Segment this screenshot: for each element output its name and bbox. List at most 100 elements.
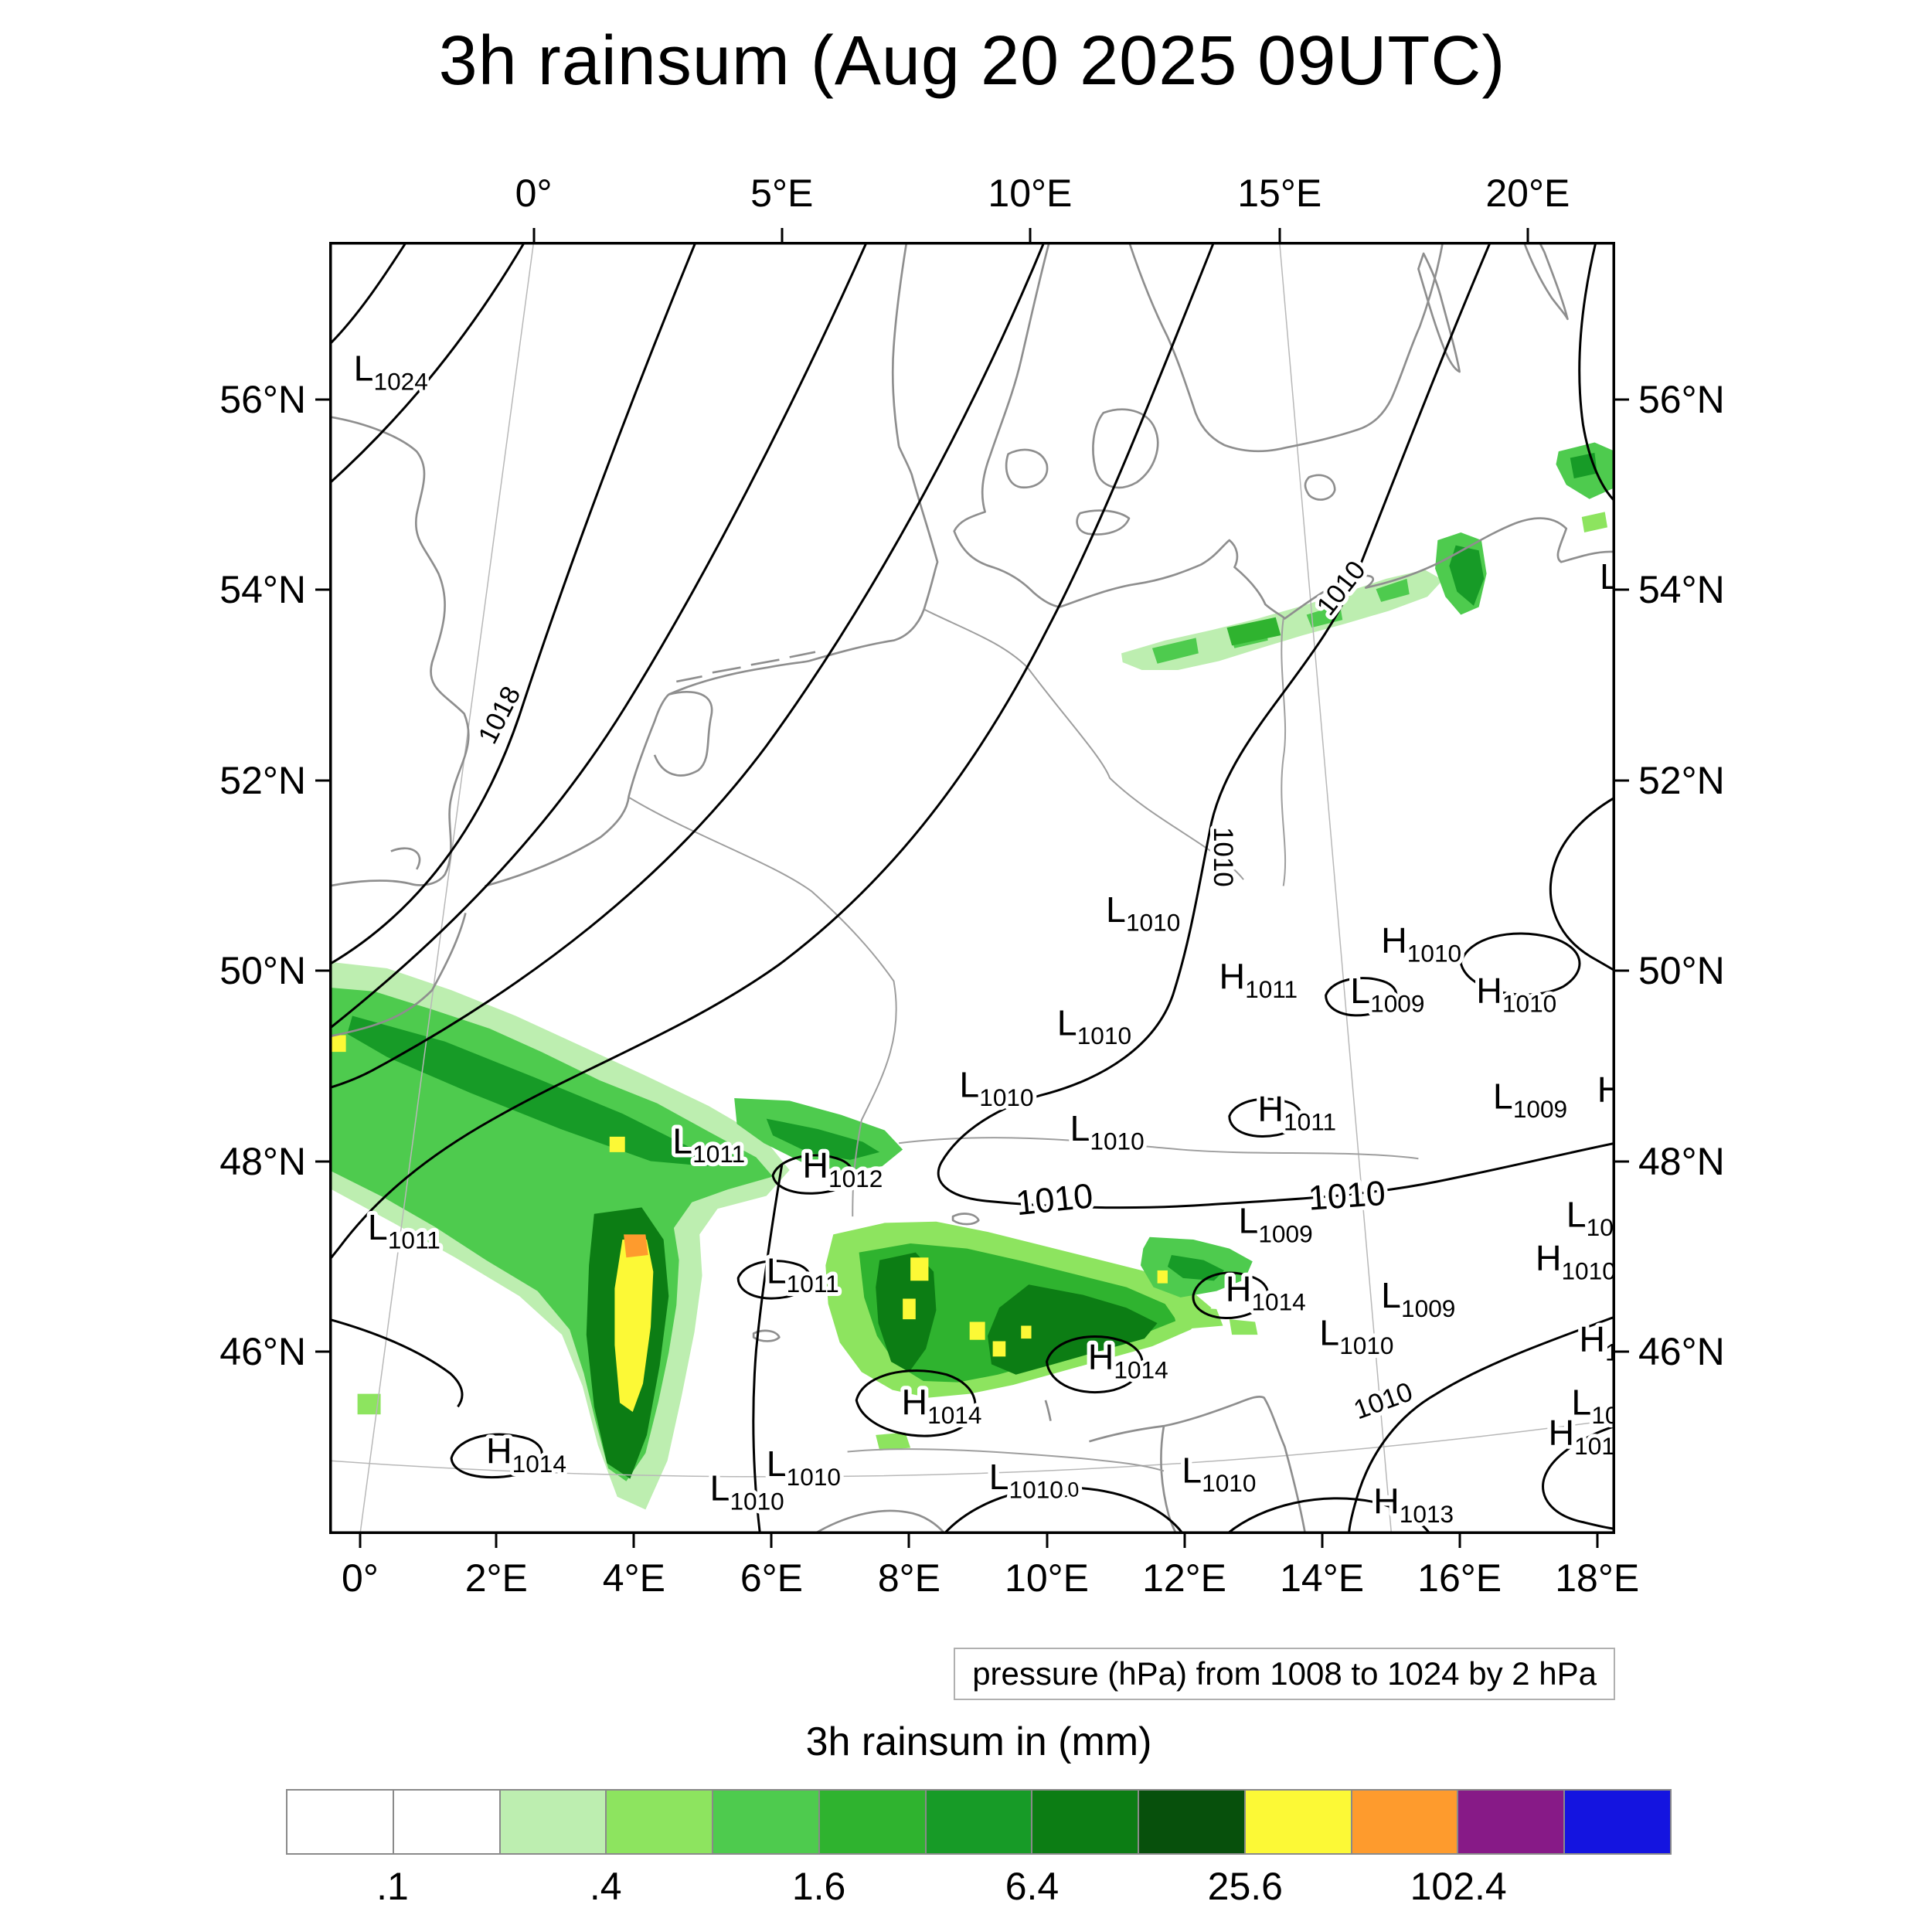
colorbar-segment	[1352, 1791, 1459, 1853]
river	[899, 1137, 1419, 1160]
isobar	[943, 1485, 1185, 1534]
coastline	[1304, 474, 1336, 501]
rain-patch	[987, 1284, 1158, 1375]
colorbar-segment	[926, 1791, 1033, 1853]
right-axis-label: 48°N	[1638, 1140, 1725, 1184]
pressure-center-label: L1011	[368, 1207, 440, 1254]
isobar	[329, 242, 1216, 1261]
right-tick	[1615, 1160, 1629, 1163]
page-title: 3h rainsum (Aug 20 2025 09UTC)	[438, 22, 1506, 100]
colorbar-tick-label: .4	[589, 1865, 622, 1908]
colorbar-segment	[1245, 1791, 1352, 1853]
colorbar-labels: .1 .4 1.6 6.4 25.6 102.4	[286, 1864, 1672, 1918]
pressure-center-label: L1010	[1571, 1382, 1615, 1429]
pressure-center-label: L1009	[1566, 1194, 1615, 1241]
rain-patch	[329, 1035, 346, 1053]
rain-patch	[609, 1136, 625, 1152]
colorbar-tick-label: 1.6	[791, 1865, 846, 1908]
colorbar-segment	[819, 1791, 927, 1853]
top-tick	[1278, 228, 1281, 242]
top-tick	[1526, 228, 1529, 242]
bottom-axis-label: 4°E	[602, 1556, 665, 1600]
coastline	[485, 693, 670, 887]
top-axis-label: 10°E	[988, 172, 1073, 215]
isobar	[1348, 1315, 1615, 1534]
rain-patch	[876, 1432, 911, 1451]
right-axis-label: 46°N	[1638, 1330, 1725, 1374]
bottom-axis-label: 8°E	[877, 1556, 941, 1600]
rain-patch	[1376, 578, 1410, 602]
pressure-center-label: L1009	[1238, 1201, 1312, 1248]
coastline	[813, 1509, 947, 1534]
bottom-axis-label: 6°E	[740, 1556, 803, 1600]
bottom-axis-label: 0°	[342, 1556, 379, 1600]
pressure-center-label: H1014	[1226, 1269, 1306, 1316]
pressure-center-label: H1014	[486, 1431, 566, 1478]
pressure-center-label: H1011	[1219, 957, 1298, 1004]
bottom-tick	[1596, 1534, 1599, 1548]
pressure-center-label: H1011	[1548, 1413, 1615, 1460]
isobar	[450, 1433, 543, 1479]
right-tick	[1615, 969, 1629, 972]
pressure-center-label: L1010	[1600, 556, 1615, 604]
bottom-axis-label: 10°E	[1005, 1556, 1089, 1600]
left-tick	[315, 1160, 329, 1163]
colorbar-segment	[1139, 1791, 1246, 1853]
pressure-center-label: L1009	[1381, 1275, 1455, 1322]
coastline	[1522, 242, 1569, 321]
coastline	[1092, 408, 1159, 489]
bottom-axis-label: 18°E	[1555, 1556, 1640, 1600]
coastline	[1417, 252, 1461, 373]
rain-patch	[624, 1234, 648, 1258]
isobar-label: 1010	[1014, 1175, 1095, 1223]
pressure-center-label: H1010	[1476, 971, 1556, 1018]
bottom-tick	[495, 1534, 498, 1548]
colorbar-tick-label: 6.4	[1005, 1865, 1060, 1908]
isobar	[855, 1369, 977, 1437]
isobar	[1325, 977, 1398, 1017]
coastline	[1005, 448, 1049, 489]
coastline	[752, 1329, 781, 1342]
isobar	[752, 1165, 784, 1534]
pressure-center-label: L1010	[959, 1064, 1033, 1111]
river	[847, 1448, 1165, 1472]
left-tick	[315, 969, 329, 972]
graticule-line	[359, 242, 535, 1534]
bottom-tick	[770, 1534, 773, 1548]
left-axis-label: 52°N	[219, 759, 306, 803]
isobar	[1459, 932, 1581, 996]
colorbar-segment	[500, 1791, 607, 1853]
bottom-tick	[1458, 1534, 1461, 1548]
pressure-center-label: L1010	[767, 1444, 841, 1491]
bottom-tick	[1046, 1534, 1048, 1548]
isobar	[329, 1318, 464, 1408]
isobar-label: 1010	[1208, 827, 1238, 887]
bottom-tick	[1321, 1534, 1324, 1548]
coastline	[1128, 242, 1444, 453]
isobar	[771, 1154, 854, 1195]
rain-patch	[357, 1393, 381, 1415]
pressure-center-label: H1013	[1373, 1481, 1454, 1528]
pressure-caption: pressure (hPa) from 1008 to 1024 by 2 hP…	[954, 1648, 1615, 1700]
top-tick	[781, 228, 784, 242]
isobar	[937, 242, 1615, 1209]
coastline	[1076, 509, 1131, 536]
pressure-center-label: H1010	[1579, 1319, 1615, 1366]
pressure-center-label: L1009	[1493, 1076, 1567, 1123]
isobar	[1192, 1271, 1269, 1319]
isobar	[329, 242, 1046, 1090]
coastline	[329, 415, 470, 887]
rain-patch	[903, 1298, 916, 1320]
coastline	[951, 1213, 980, 1226]
top-axis-label: 0°	[515, 172, 553, 215]
right-axis-label: 52°N	[1638, 759, 1725, 803]
colorbar-segment	[713, 1791, 820, 1853]
river	[628, 796, 897, 1217]
river	[1281, 618, 1287, 886]
colorbar-tick-label: 25.6	[1207, 1865, 1283, 1908]
isobar	[329, 242, 526, 485]
coastline	[891, 242, 908, 447]
bottom-tick	[1183, 1534, 1186, 1548]
isobar	[1046, 1335, 1144, 1394]
